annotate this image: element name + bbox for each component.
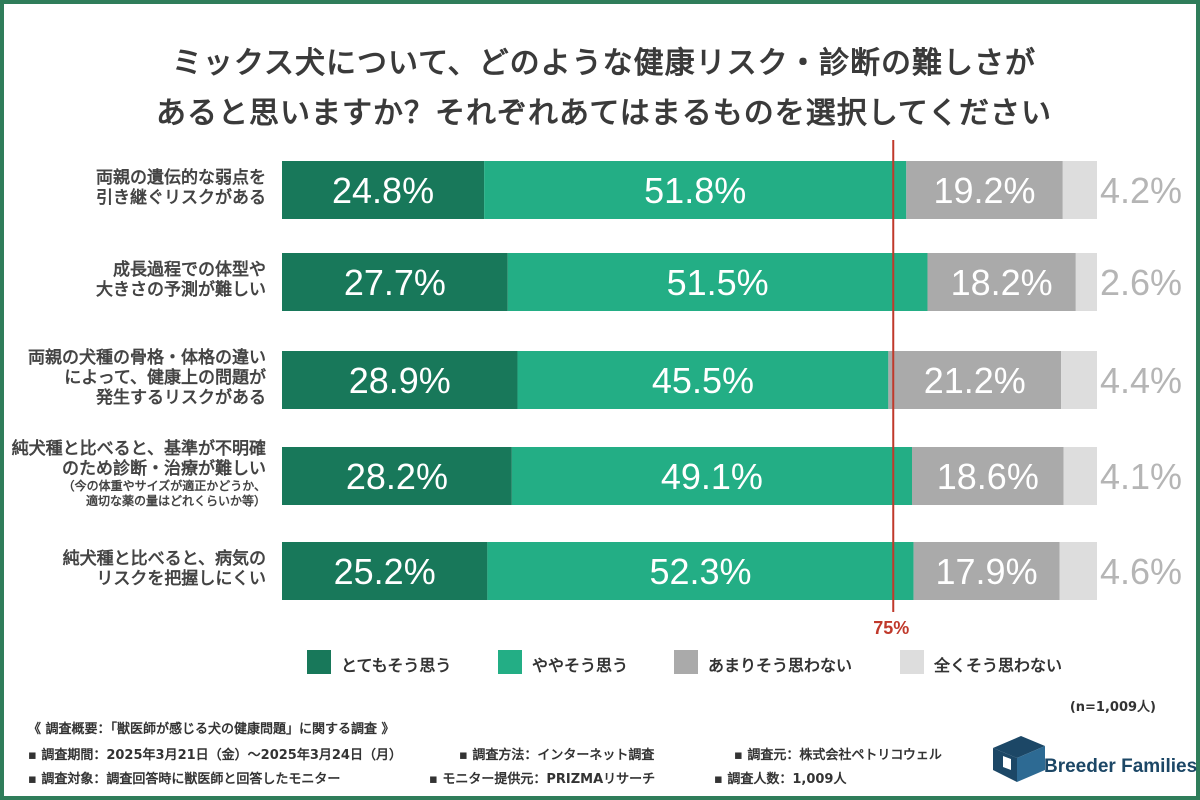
bar-segment bbox=[511, 447, 912, 505]
survey-count: ▪ 調査人数：1,009人 bbox=[714, 772, 847, 787]
legend-swatch bbox=[674, 650, 698, 674]
survey-target: ▪ 調査対象：調査回答時に獣医師と回答したモニター bbox=[28, 772, 341, 787]
bar-segment bbox=[282, 161, 485, 219]
category-label-line: 成長過程での体型や bbox=[113, 260, 266, 280]
survey-source: ▪ 調査元：株式会社ペトリコウェル bbox=[734, 748, 942, 763]
category-label-line: 引き継ぐリスクがある bbox=[96, 188, 266, 208]
category-label-line: のため診断・治療が難しい bbox=[62, 459, 266, 479]
survey-period: ▪ 調査期間：2025年3月21日（金）〜2025年3月24日（月） bbox=[28, 748, 402, 763]
stacked-bar-chart: 24.8% 51.8% 19.2% 4.2% 27.7% 51.5% 18.2% 2.6% 28… bbox=[282, 140, 1182, 638]
reference-line-label: 75% bbox=[873, 618, 909, 638]
category-label-line: 大きさの予測が難しい bbox=[96, 280, 266, 300]
data-label: 4.4% bbox=[1100, 360, 1182, 401]
data-label: 28.2% bbox=[346, 456, 448, 497]
category-label: 両親の遺伝的な弱点を 引き継ぐリスクがある bbox=[96, 168, 266, 208]
chart-title-line-2: あると思いますか？それぞれあてはまるものを選択してください bbox=[156, 96, 1052, 131]
data-label: 4.6% bbox=[1100, 551, 1182, 592]
category-label-line: 発生するリスクがある bbox=[96, 388, 266, 408]
legend: とてもそう思う ややそう思う あまりそう思わない 全くそう思わない bbox=[4, 650, 1200, 675]
data-label: 17.9% bbox=[936, 551, 1038, 592]
bar-segment bbox=[517, 351, 889, 409]
bar-segment bbox=[1062, 161, 1097, 219]
chart-title-line-1: ミックス犬について、どのような健康リスク・診断の難しさが bbox=[171, 46, 1037, 81]
bar-segment bbox=[487, 542, 914, 600]
bar-segment bbox=[927, 253, 1076, 311]
legend-swatch bbox=[498, 650, 522, 674]
category-label-note: （今の体重やサイズが適正かどうか、 bbox=[62, 479, 266, 493]
bar-segment bbox=[888, 351, 1062, 409]
legend-swatch bbox=[900, 650, 924, 674]
data-label: 18.2% bbox=[951, 262, 1053, 303]
data-label: 49.1% bbox=[661, 456, 763, 497]
category-label-line: リスクを把握しにくい bbox=[96, 569, 266, 589]
sample-size-label: (n=1,009人) bbox=[1069, 700, 1156, 715]
legend-label: 全くそう思わない bbox=[934, 656, 1063, 675]
data-label: 18.6% bbox=[937, 456, 1039, 497]
bar-segment bbox=[913, 542, 1060, 600]
category-label: 成長過程での体型や 大きさの予測が難しい bbox=[96, 260, 266, 300]
logo-text: Breeder Families bbox=[1044, 756, 1198, 777]
bar-segment bbox=[282, 253, 508, 311]
data-label: 24.8% bbox=[332, 170, 434, 211]
data-label: 27.7% bbox=[344, 262, 446, 303]
bar-segment bbox=[911, 447, 1064, 505]
bar-segment bbox=[282, 351, 518, 409]
legend-label: あまりそう思わない bbox=[708, 656, 853, 675]
bar-segment bbox=[1059, 542, 1097, 600]
category-label-line: によって、健康上の問題が bbox=[64, 368, 266, 388]
category-label-line: 両親の犬種の骨格・体格の違い bbox=[28, 348, 266, 368]
legend-label: とてもそう思う bbox=[341, 656, 452, 675]
data-label: 21.2% bbox=[924, 360, 1026, 401]
bar-segment bbox=[1075, 253, 1097, 311]
category-label: 純犬種と比べると、基準が不明確 のため診断・治療が難しい （今の体重やサイズが適正か… bbox=[12, 439, 266, 509]
monitor-provider: ▪ モニター提供元：PRIZMAリサーチ bbox=[429, 772, 656, 787]
category-label-line: 両親の遺伝的な弱点を bbox=[96, 168, 266, 188]
data-label: 51.5% bbox=[667, 262, 769, 303]
bar-segment bbox=[282, 542, 488, 600]
legend-swatch bbox=[307, 650, 331, 674]
data-label: 4.1% bbox=[1100, 456, 1182, 497]
bar-segment bbox=[507, 253, 928, 311]
bar-segment bbox=[906, 161, 1063, 219]
data-label: 25.2% bbox=[334, 551, 436, 592]
data-label: 28.9% bbox=[349, 360, 451, 401]
category-label-line: 純犬種と比べると、基準が不明確 bbox=[11, 439, 266, 459]
legend-label: ややそう思う bbox=[532, 656, 629, 675]
category-label: 純犬種と比べると、病気の リスクを把握しにくい bbox=[63, 549, 266, 589]
data-label: 51.8% bbox=[644, 170, 746, 211]
bar-segment bbox=[484, 161, 907, 219]
category-label-note: 適切な薬の量はどれくらいか等） bbox=[85, 494, 266, 508]
data-label: 45.5% bbox=[652, 360, 754, 401]
data-label: 52.3% bbox=[649, 551, 751, 592]
logo-cube-icon bbox=[993, 736, 1045, 782]
survey-method: ▪ 調査方法：インターネット調査 bbox=[459, 748, 655, 763]
data-label: 4.2% bbox=[1100, 170, 1182, 211]
bar-segment bbox=[282, 447, 512, 505]
bar-segment bbox=[1063, 447, 1097, 505]
category-label: 両親の犬種の骨格・体格の違い によって、健康上の問題が 発生するリスクがある bbox=[28, 348, 266, 408]
breeder-families-logo: Breeder Families bbox=[989, 726, 1197, 786]
bar-segment bbox=[1061, 351, 1097, 409]
data-label: 2.6% bbox=[1100, 262, 1182, 303]
data-label: 19.2% bbox=[933, 170, 1035, 211]
category-label-line: 純犬種と比べると、病気の bbox=[62, 549, 266, 569]
survey-summary-heading: 《 調査概要：「獣医師が感じる犬の健康問題」に関する調査 》 bbox=[28, 722, 395, 737]
